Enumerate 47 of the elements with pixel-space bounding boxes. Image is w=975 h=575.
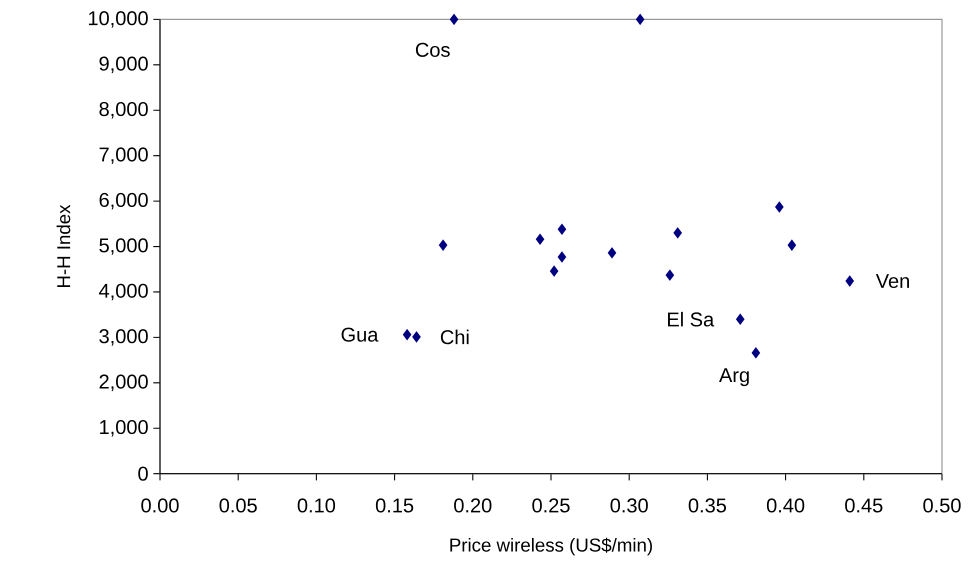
- annotation: Gua: [342, 328, 378, 342]
- annotation: El Sa: [668, 312, 714, 327]
- x-tick-label: 0.20: [454, 498, 492, 513]
- x-tick-label: 0.30: [610, 498, 648, 513]
- x-axis-title: Price wireless (US$/min): [450, 538, 652, 556]
- y-tick-label: 7,000: [100, 147, 148, 164]
- y-tick-label: 2,000: [100, 374, 148, 392]
- x-tick-label: 0.15: [376, 498, 414, 513]
- point: [666, 270, 674, 281]
- y-tick-label: 1,000: [100, 420, 148, 436]
- point: [736, 314, 745, 325]
- point: [558, 224, 566, 235]
- annotation: Cos: [416, 42, 450, 57]
- annotation: Arg: [719, 368, 749, 386]
- point: [673, 227, 682, 239]
- point: [752, 347, 760, 358]
- y-tick-label: 5,000: [99, 238, 148, 255]
- x-tick-label: 0.40: [766, 498, 804, 513]
- point: [845, 275, 854, 287]
- point: [788, 240, 796, 251]
- y-tick-label: 8,000: [99, 102, 148, 119]
- point: [636, 14, 644, 25]
- x-tick-label: 0.00: [141, 498, 179, 513]
- y-tick-label: 9,000: [100, 56, 148, 74]
- point: [450, 14, 458, 25]
- point: [536, 234, 544, 245]
- x-tick-label: 0.05: [220, 498, 257, 513]
- y-tick-label: 0: [138, 466, 148, 481]
- x-tick-label: 0.35: [688, 498, 726, 513]
- y-tick-label: 10,000: [88, 11, 148, 28]
- point: [438, 240, 448, 251]
- x-tick-label: 0.45: [845, 498, 882, 513]
- point: [608, 247, 616, 258]
- y-tick-label: 4,000: [99, 284, 148, 300]
- point: [402, 329, 412, 340]
- annotation: Chi: [440, 330, 469, 344]
- point: [558, 251, 566, 263]
- point: [775, 201, 784, 213]
- y-axis-title: H-H Index: [56, 204, 70, 288]
- x-tick-label: 0.25: [532, 498, 570, 513]
- point: [550, 265, 558, 277]
- x-tick-label: 0.50: [923, 498, 961, 513]
- annotation: Ven: [876, 274, 909, 288]
- y-tick-label: 6,000: [100, 192, 148, 210]
- y-tick-label: 3,000: [99, 329, 148, 346]
- point: [412, 331, 421, 343]
- x-tick-label: 0.10: [298, 498, 336, 513]
